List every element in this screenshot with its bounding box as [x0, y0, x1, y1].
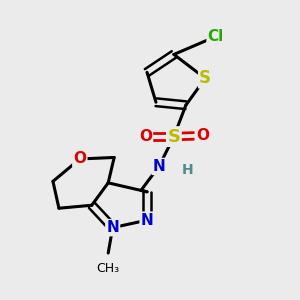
- Text: H: H: [182, 163, 193, 177]
- Text: S: S: [167, 128, 180, 146]
- Text: Cl: Cl: [208, 29, 224, 44]
- Text: S: S: [199, 69, 211, 87]
- Text: N: N: [141, 213, 153, 228]
- Text: O: O: [139, 129, 152, 144]
- Text: O: O: [196, 128, 209, 143]
- Text: O: O: [73, 152, 86, 166]
- Text: N: N: [153, 159, 165, 174]
- Text: N: N: [106, 220, 119, 235]
- Text: CH₃: CH₃: [97, 262, 120, 275]
